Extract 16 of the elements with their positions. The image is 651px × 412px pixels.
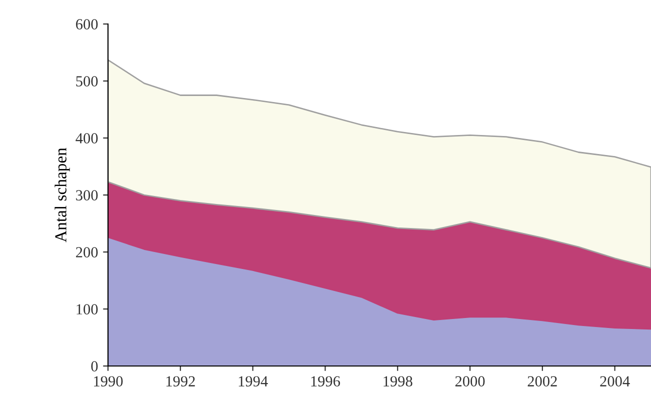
x-tick-label: 1994: [238, 376, 268, 386]
y-tick-label: 300: [76, 190, 98, 200]
x-tick-label: 1998: [384, 376, 412, 386]
y-axis-title: Antal schapen: [54, 148, 70, 242]
x-tick-label: 2000: [455, 376, 485, 386]
x-tick-label: 2002: [528, 376, 557, 386]
x-tick-label: 1996: [311, 376, 340, 386]
y-tick-label: 400: [76, 133, 98, 144]
y-tick-label: 0: [91, 361, 98, 372]
x-tick-label: 2004: [600, 376, 630, 386]
y-tick-label: 600: [76, 19, 98, 30]
y-tick-label: 200: [76, 247, 98, 258]
y-tick-label: 500: [76, 76, 98, 86]
y-tick-label: 100: [76, 304, 98, 314]
x-tick-label: 1990: [94, 376, 123, 386]
x-tick-label: 1992: [166, 376, 195, 386]
